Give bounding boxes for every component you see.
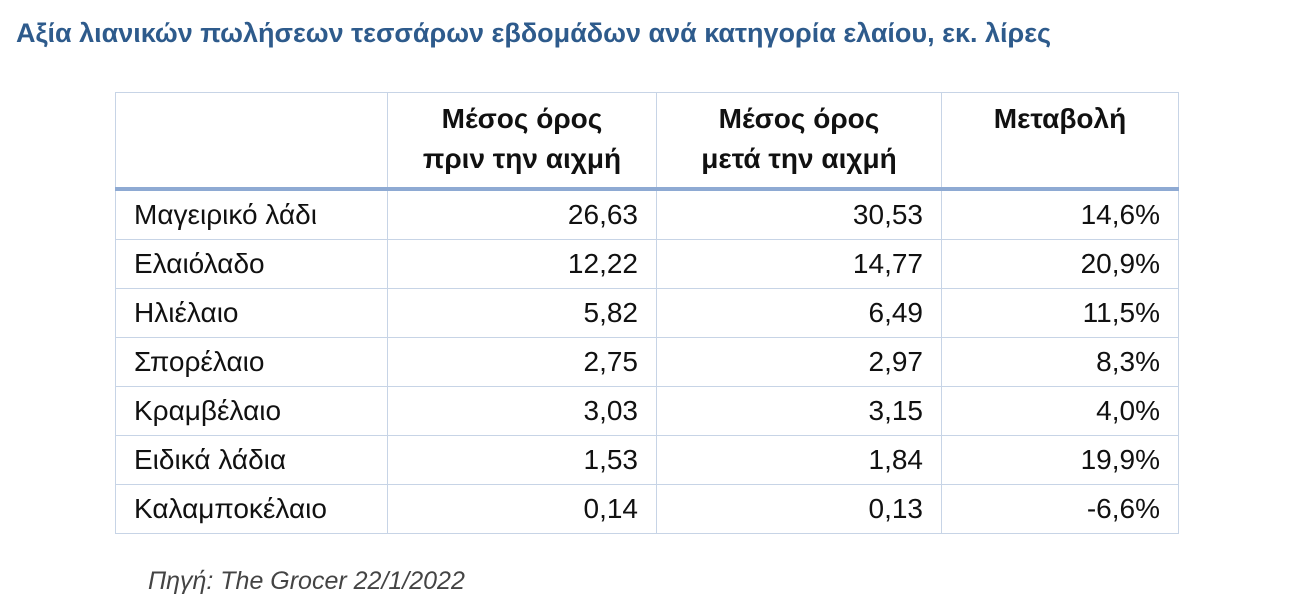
oil-sales-table: Μέσος όρος πριν την αιχμή Μέσος όρος μετ… [115,92,1179,534]
row-label: Καλαμποκέλαιο [115,484,388,534]
row-label: Κραμβέλαιο [115,386,388,436]
value-change: 14,6% [941,188,1179,240]
value-change: 20,9% [941,239,1179,289]
table-row: Ηλιέλαιο 5,82 6,49 11,5% [115,288,1179,338]
table-row: Καλαμποκέλαιο 0,14 0,13 -6,6% [115,484,1179,534]
header-line: πριν την αιχμή [422,143,622,174]
value-after-peak: 14,77 [656,239,942,289]
header-line: Μέσος όρος [441,103,603,134]
value-after-peak: 0,13 [656,484,942,534]
value-after-peak: 2,97 [656,337,942,387]
row-label: Ελαιόλαδο [115,239,388,289]
value-change: 8,3% [941,337,1179,387]
table-row: Κραμβέλαιο 3,03 3,15 4,0% [115,386,1179,436]
value-change: 19,9% [941,435,1179,485]
value-before-peak: 26,63 [387,188,657,240]
row-label: Σπορέλαιο [115,337,388,387]
row-label: Ηλιέλαιο [115,288,388,338]
table-row: Σπορέλαιο 2,75 2,97 8,3% [115,337,1179,387]
table-row: Μαγειρικό λάδι 26,63 30,53 14,6% [115,188,1179,240]
value-before-peak: 1,53 [387,435,657,485]
table-row: Ειδικά λάδια 1,53 1,84 19,9% [115,435,1179,485]
value-after-peak: 1,84 [656,435,942,485]
header-cell-before-peak: Μέσος όρος πριν την αιχμή [387,92,657,191]
value-after-peak: 30,53 [656,188,942,240]
table-header-row: Μέσος όρος πριν την αιχμή Μέσος όρος μετ… [115,92,1179,191]
value-before-peak: 12,22 [387,239,657,289]
value-change: -6,6% [941,484,1179,534]
table-row: Ελαιόλαδο 12,22 14,77 20,9% [115,239,1179,289]
header-cell-category [115,92,388,191]
value-before-peak: 5,82 [387,288,657,338]
value-before-peak: 3,03 [387,386,657,436]
chart-title: Αξία λιανικών πωλήσεων τεσσάρων εβδομάδω… [16,18,1052,48]
value-change: 4,0% [941,386,1179,436]
header-cell-change: Μεταβολή [941,92,1179,191]
value-after-peak: 6,49 [656,288,942,338]
header-line: Μεταβολή [993,103,1127,134]
row-label: Μαγειρικό λάδι [115,188,388,240]
value-before-peak: 0,14 [387,484,657,534]
header-line: Μέσος όρος [718,103,880,134]
header-cell-after-peak: Μέσος όρος μετά την αιχμή [656,92,942,191]
value-before-peak: 2,75 [387,337,657,387]
header-line: μετά την αιχμή [701,143,897,174]
source-note: Πηγή: The Grocer 22/1/2022 [148,567,465,595]
value-after-peak: 3,15 [656,386,942,436]
value-change: 11,5% [941,288,1179,338]
row-label: Ειδικά λάδια [115,435,388,485]
